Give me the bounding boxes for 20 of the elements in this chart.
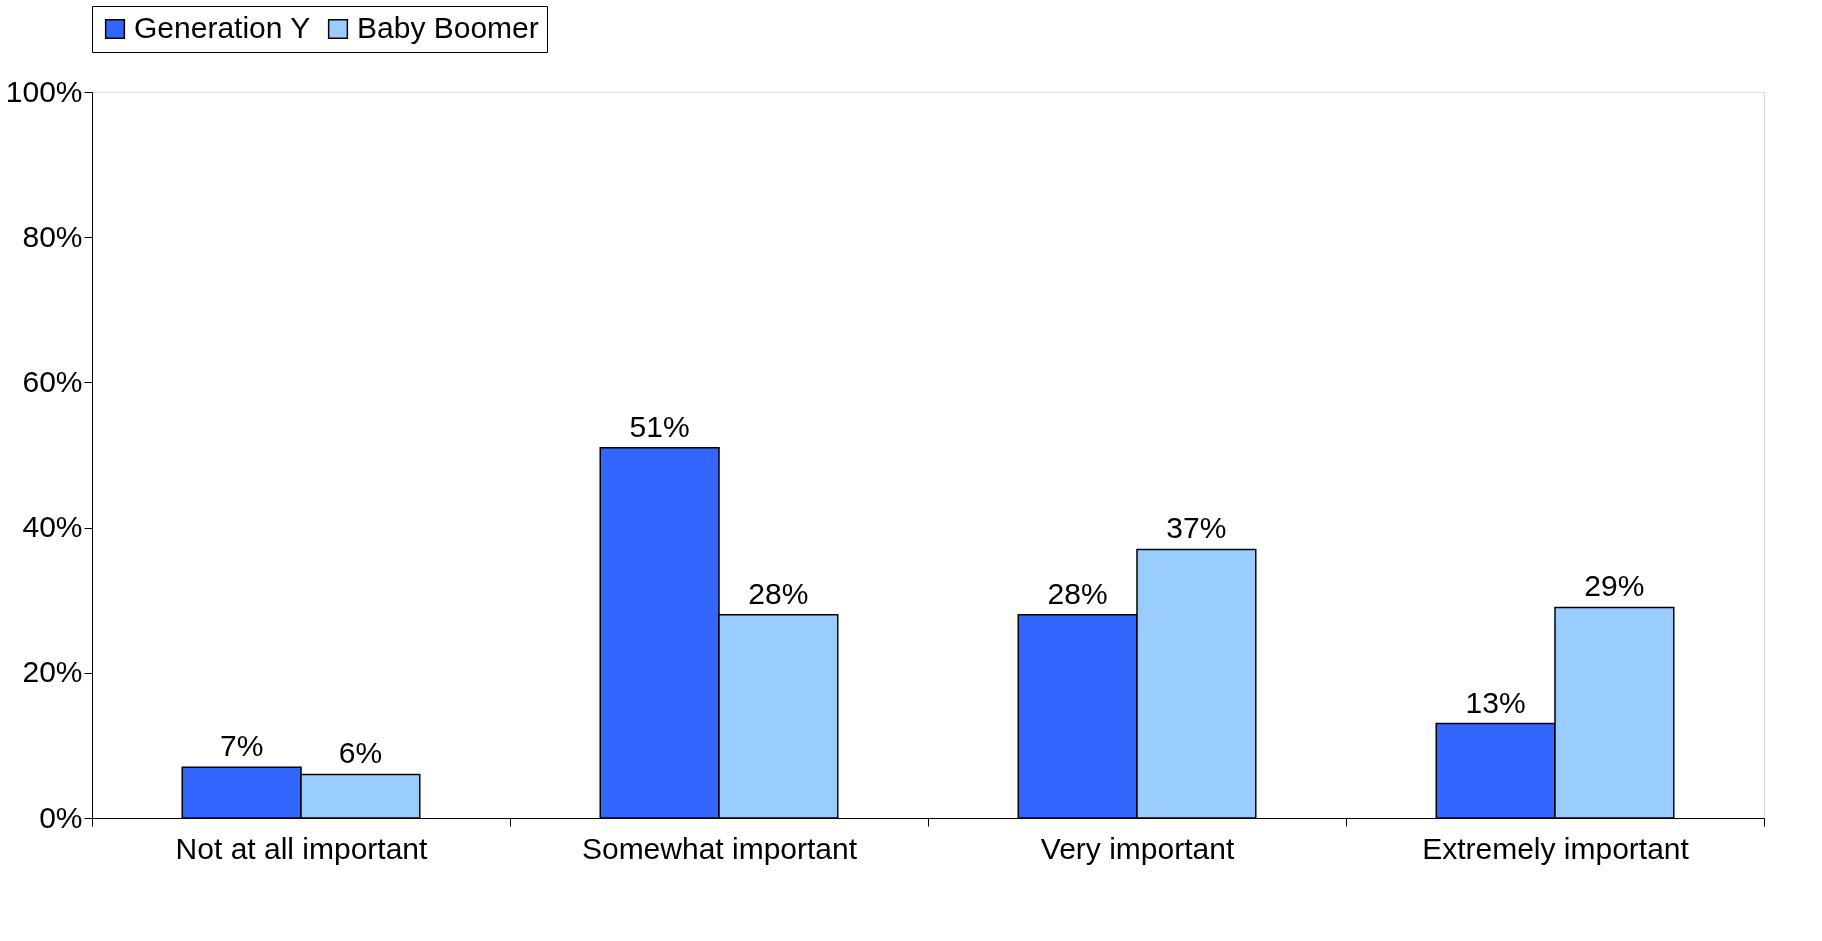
data-label: 51%	[629, 409, 690, 443]
y-tick-label: 40%	[22, 510, 83, 544]
data-label: 28%	[1047, 576, 1108, 610]
legend-label: Baby Boomer	[357, 11, 539, 44]
data-label: 6%	[338, 736, 383, 770]
data-label: 37%	[1166, 511, 1227, 545]
x-tick-label: Very important	[1040, 831, 1235, 865]
legend-label: Generation Y	[134, 11, 311, 44]
y-tick-label: 60%	[22, 364, 83, 398]
data-label: 7%	[219, 729, 264, 763]
data-label: 29%	[1584, 569, 1645, 603]
data-label: 28%	[748, 576, 809, 610]
y-tick-label: 100%	[5, 74, 83, 108]
x-tick-label: Extremely important	[1422, 831, 1690, 865]
x-tick-label: Not at all important	[175, 831, 429, 865]
y-tick-label: 20%	[22, 655, 83, 689]
y-tick-label: 80%	[22, 219, 83, 253]
x-tick-label: Somewhat important	[581, 831, 858, 865]
y-tick-label: 0%	[39, 800, 83, 834]
data-label: 13%	[1465, 685, 1526, 719]
